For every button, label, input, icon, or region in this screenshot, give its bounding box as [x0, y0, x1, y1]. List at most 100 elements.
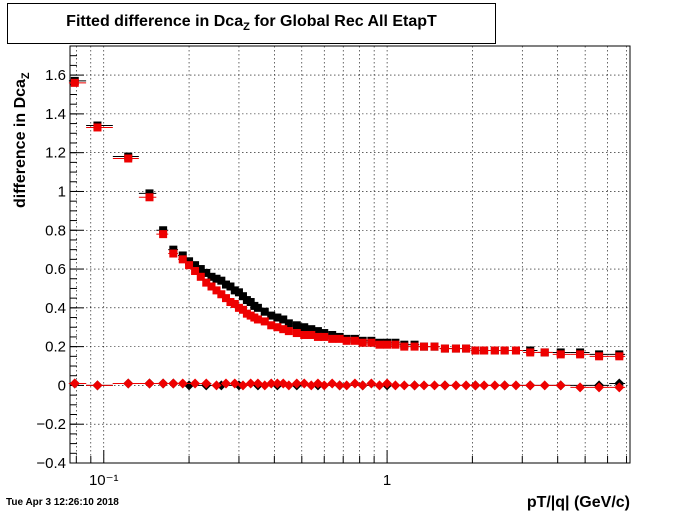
data-point [226, 282, 235, 291]
data-point [342, 336, 351, 345]
data-point [292, 321, 301, 330]
chart-title-rest: for Global Rec All EtapT [249, 13, 437, 30]
data-point [123, 378, 134, 389]
data-point [279, 315, 288, 324]
data-point [399, 380, 410, 391]
data-point [202, 268, 211, 277]
data-point [400, 342, 409, 351]
data-point [439, 380, 450, 391]
data-point [291, 378, 302, 389]
data-point [525, 380, 536, 391]
data-point [273, 323, 282, 332]
data-point [260, 307, 269, 316]
data-point [511, 346, 520, 355]
data-point [480, 346, 489, 355]
data-point [409, 380, 420, 391]
data-point [191, 266, 200, 275]
data-point [168, 378, 179, 389]
data-point [500, 346, 509, 355]
data-point [327, 378, 338, 389]
data-point [217, 276, 226, 285]
data-point [207, 272, 216, 281]
data-point [220, 378, 231, 389]
data-point [124, 154, 133, 163]
data-point [307, 330, 316, 339]
data-point [594, 382, 605, 393]
data-point [300, 330, 309, 339]
data-point [217, 290, 226, 299]
data-point [357, 380, 368, 391]
data-point [615, 352, 624, 361]
data-point [211, 380, 222, 391]
data-point [313, 332, 322, 341]
data-point [307, 325, 316, 334]
y-axis-label: difference in DcaZ [12, 72, 32, 208]
data-point [191, 261, 200, 270]
data-point [266, 378, 277, 389]
data-point [334, 380, 345, 391]
data-point [283, 380, 294, 391]
data-point [319, 380, 330, 391]
data-point [328, 334, 337, 343]
data-point [341, 380, 352, 391]
x-tick-label: 10⁻¹ [89, 472, 119, 489]
data-point [390, 380, 401, 391]
data-point [273, 313, 282, 322]
data-point [450, 380, 461, 391]
data-point [70, 78, 79, 87]
y-tick-label: 0 [58, 377, 66, 394]
data-point [300, 323, 309, 332]
y-tick-label: 1.6 [45, 67, 66, 84]
data-point [260, 317, 269, 326]
data-point [367, 338, 376, 347]
data-point [479, 380, 490, 391]
data-point [212, 274, 221, 283]
data-point [510, 380, 521, 391]
data-point [144, 378, 155, 389]
data-point [207, 282, 216, 291]
y-tick-label: −0.4 [36, 455, 66, 472]
y-tick-label: 1.2 [45, 145, 66, 162]
data-point [196, 272, 205, 281]
data-point [349, 378, 360, 389]
data-point [284, 319, 293, 328]
data-point [212, 286, 221, 295]
y-tick-label: 0.2 [45, 339, 66, 356]
data-point [245, 378, 256, 389]
data-point [178, 255, 187, 264]
data-point [279, 325, 288, 334]
data-point [575, 382, 586, 393]
y-tick-label: 0.8 [45, 222, 66, 239]
data-point [461, 380, 472, 391]
timestamp: Tue Apr 3 12:26:10 2018 [6, 497, 119, 508]
data-point [267, 321, 276, 330]
data-point [190, 378, 201, 389]
data-point [145, 193, 154, 202]
data-point [185, 261, 194, 270]
data-point [526, 348, 535, 357]
data-point [462, 344, 471, 353]
data-point [267, 311, 276, 320]
data-point [471, 346, 480, 355]
chart-title-box: Fitted difference in DcaZ for Global Rec… [7, 3, 496, 44]
data-point [299, 378, 310, 389]
data-point [201, 378, 212, 389]
data-point [391, 340, 400, 349]
plot-frame [69, 45, 631, 464]
data-point [177, 378, 188, 389]
data-point [419, 380, 430, 391]
data-point [382, 378, 393, 389]
chart-title-subscript: Z [243, 21, 250, 34]
data-point [230, 286, 239, 295]
data-point [313, 327, 322, 336]
data-point [230, 299, 239, 308]
data-point [440, 344, 449, 353]
data-point [234, 303, 243, 312]
data-point [375, 340, 384, 349]
data-point [556, 350, 565, 359]
data-point [490, 346, 499, 355]
data-point [92, 380, 103, 391]
data-point [451, 344, 460, 353]
y-axis-label-main: difference in Dca [12, 79, 29, 208]
x-axis-label: pT/|q| (GeV/c) [526, 494, 630, 511]
